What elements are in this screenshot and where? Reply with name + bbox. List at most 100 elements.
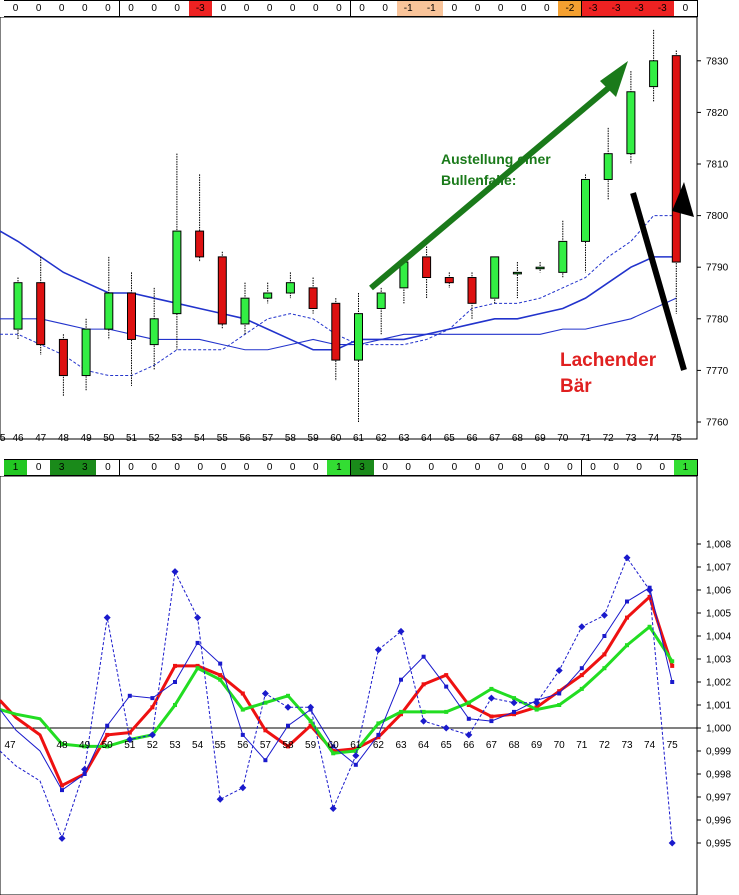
- x-tick-label: 58: [282, 740, 294, 751]
- bull-arrow: [369, 82, 614, 291]
- oscillator-marker: [442, 724, 450, 732]
- candle-body: [13, 282, 23, 330]
- oscillator-marker: [579, 673, 584, 678]
- x-tick-label: 70: [557, 433, 569, 444]
- oscillator-marker: [308, 723, 313, 728]
- bottom-signal-cell: 0: [373, 459, 398, 476]
- oscillator-marker: [579, 686, 584, 691]
- bottom-signal-cell: 3: [350, 459, 375, 476]
- x-tick-label: 64: [418, 740, 430, 751]
- oscillator-marker: [307, 703, 315, 711]
- top-signal-cell: 0: [512, 0, 537, 17]
- y-tick-label: 1,005: [706, 609, 731, 620]
- top-signal-cell: 0: [442, 0, 467, 17]
- oscillator-marker: [376, 721, 381, 726]
- x-tick-label: 65: [441, 740, 453, 751]
- x-tick-label: 52: [147, 740, 159, 751]
- bottom-signal-cell: 1: [4, 459, 28, 476]
- oscillator-marker: [557, 691, 562, 696]
- bottom-signal-cell: 0: [512, 459, 537, 476]
- x-tick-label: 71: [580, 433, 592, 444]
- oscillator-marker: [195, 640, 200, 645]
- x-tick-label: 62: [376, 433, 388, 444]
- top-signal-cell: 0: [327, 0, 352, 17]
- x-tick-label: 56: [239, 433, 251, 444]
- candle-body: [444, 277, 454, 284]
- oscillator-marker: [466, 700, 471, 705]
- candle-body: [649, 60, 659, 88]
- oscillator-marker: [353, 749, 358, 753]
- oscillator-marker: [555, 667, 563, 674]
- x-tick-label: 67: [489, 433, 501, 444]
- x-tick-label: 57: [260, 740, 272, 751]
- x-tick-label: 75: [667, 740, 679, 751]
- top-signal-cell: 0: [119, 0, 144, 17]
- candle-body: [195, 230, 205, 258]
- oscillator-marker: [173, 663, 177, 668]
- oscillator-marker: [602, 634, 607, 638]
- x-tick-label: 61: [350, 740, 362, 751]
- top-signal-cell: 0: [466, 0, 490, 17]
- y-tick-label: 1,000: [706, 724, 731, 735]
- oscillator-marker: [60, 783, 64, 788]
- oscillator-marker: [82, 772, 87, 776]
- y-tick-label: 0,995: [706, 839, 731, 850]
- x-tick-label: 47: [35, 433, 47, 444]
- oscillator-marker: [670, 659, 675, 664]
- x-tick-label: 55: [215, 740, 227, 751]
- bull-annotation-line2: Bullenfalle:: [441, 172, 516, 188]
- top-signal-cell: 0: [165, 0, 190, 17]
- top-signal-cell: 0: [673, 0, 698, 17]
- x-tick-label: 67: [486, 740, 498, 751]
- top-signal-cell: -3: [627, 0, 652, 17]
- candle-body: [354, 313, 363, 361]
- bottom-signal-cell: 0: [419, 459, 444, 476]
- bottom-signal-cell: 3: [73, 459, 98, 476]
- candlestick-chart: 7760 7770 7780 7790 7800 7810 7820 7830 5 46 47 48…: [0, 17, 729, 444]
- x-tick-label: 57: [262, 433, 274, 444]
- x-tick-label: 61: [353, 433, 365, 444]
- y-tick-label: 7790: [706, 263, 729, 274]
- x-tick-label: 60: [328, 740, 340, 751]
- top-signal-cell: 0: [235, 0, 259, 17]
- oscillator-marker: [625, 615, 629, 620]
- oscillator-marker: [533, 699, 541, 707]
- y-tick-label: 1,007: [706, 563, 731, 574]
- candle-body: [581, 178, 590, 242]
- x-tick-label: 66: [466, 433, 478, 444]
- oscillator-marker: [284, 703, 292, 711]
- top-signal-cell: 0: [142, 0, 167, 17]
- oscillator-marker: [420, 717, 428, 725]
- oscillator-marker: [105, 744, 110, 749]
- signal-strip-top: 0 0 0 0 0 0 0 0 -3 0 0 0 0 0 0 0 0 -1 -1 0 0 0 0 0 -2 -3 -3 -3 -3 0: [0, 0, 739, 17]
- y-tick-label: 0,997: [706, 793, 731, 804]
- top-signal-cell: 0: [96, 0, 121, 17]
- x-tick-label: 48: [56, 740, 68, 751]
- oscillator-marker: [173, 703, 177, 707]
- oscillator-marker: [171, 568, 179, 576]
- top-signal-cell: 0: [304, 0, 329, 17]
- candle-body: [308, 287, 318, 309]
- y-tick-label: 1,001: [706, 701, 731, 712]
- bull-arrow-head: [600, 61, 628, 97]
- oscillator-chart: 0,995 0,996 0,997 0,998 0,999 1,000 1,001 1,002…: [0, 476, 731, 895]
- x-tick-label: 56: [237, 740, 249, 751]
- oscillator-marker: [374, 646, 382, 654]
- oscillator-marker: [240, 707, 245, 712]
- x-tick-label: 48: [58, 433, 70, 444]
- candle-body: [172, 230, 182, 315]
- oscillator-marker: [512, 712, 516, 717]
- x-tick-label: 68: [512, 433, 524, 444]
- top-signal-cell: -3: [604, 0, 629, 17]
- top-signal-cell: 0: [211, 0, 236, 17]
- top-signal-cell: 0: [4, 0, 28, 17]
- bottom-signal-cell: 0: [535, 459, 560, 476]
- bottom-signal-cell: 0: [304, 459, 329, 476]
- oscillator-marker: [127, 730, 132, 735]
- bottom-signal-cell: 0: [258, 459, 283, 476]
- top-signal-cell: -2: [558, 0, 583, 17]
- candle-body: [263, 292, 273, 299]
- x-tick-label: 59: [305, 740, 317, 751]
- candle-body: [104, 292, 114, 330]
